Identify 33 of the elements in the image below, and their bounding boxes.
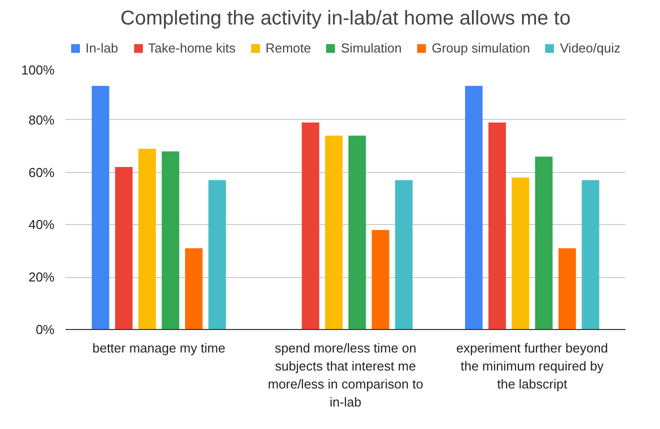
- legend-label: Remote: [265, 40, 312, 56]
- y-tick-label: 80%: [28, 112, 55, 128]
- bar: [512, 178, 530, 330]
- bar: [185, 248, 203, 330]
- y-tick-label: 40%: [28, 217, 55, 232]
- y-tick-label: 60%: [28, 164, 55, 180]
- bar: [372, 230, 390, 330]
- bar: [208, 180, 226, 330]
- y-tick-label: 100%: [21, 62, 55, 78]
- bar: [138, 148, 156, 330]
- chart-title: Completing the activity in-lab/at home allows me to: [120, 8, 571, 30]
- bar: [465, 86, 483, 330]
- y-tick-label: 20%: [28, 270, 55, 285]
- legend-label: Video/quiz: [560, 40, 620, 56]
- x-tick-label: better manage my time: [92, 340, 226, 356]
- bar: [115, 167, 133, 330]
- legend-label: In-lab: [86, 40, 118, 56]
- bar: [162, 151, 180, 330]
- legend-label: Group simulation: [432, 40, 530, 56]
- x-tick-label: spend more/less time on subjects that interest me more/less in comparison to in-lab: [268, 340, 424, 410]
- bar: [395, 180, 413, 330]
- bar: [488, 122, 506, 330]
- x-tick-label: experiment further beyond the minimum required by the labscript: [456, 340, 608, 392]
- legend-label: Take-home kits: [148, 40, 236, 56]
- bar: [582, 180, 600, 330]
- y-tick-label: 0%: [36, 322, 55, 337]
- bar: [302, 122, 320, 330]
- legend-label: Simulation: [341, 40, 402, 56]
- bar: [325, 136, 343, 330]
- bar: [558, 248, 576, 330]
- bar: [92, 86, 110, 330]
- bar: [348, 136, 366, 330]
- bar: [535, 156, 553, 330]
